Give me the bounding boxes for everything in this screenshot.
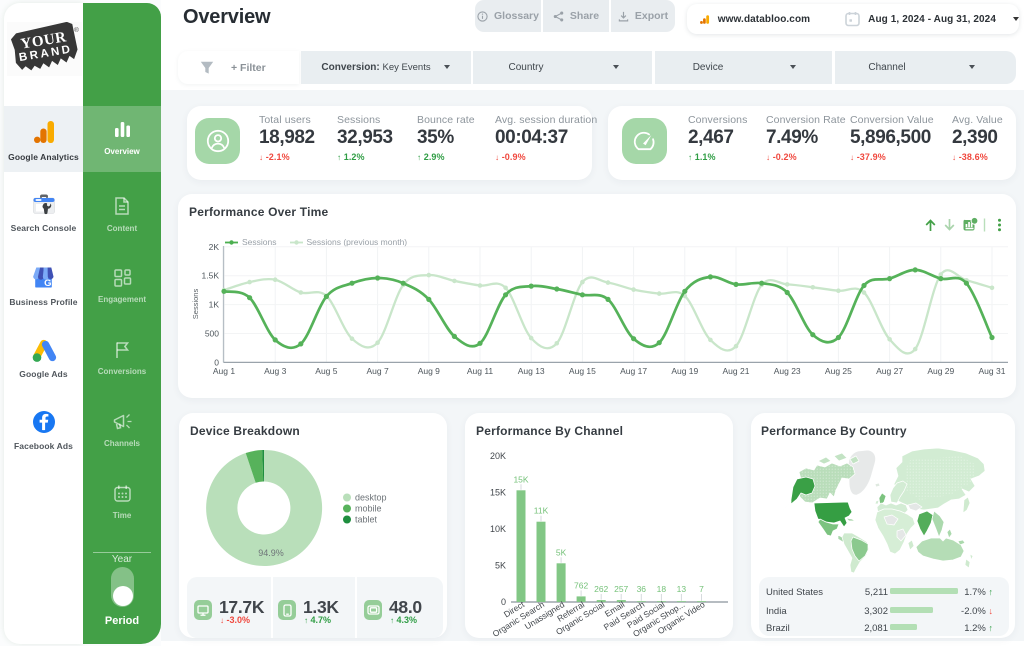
svg-text:20K: 20K [490,451,506,461]
svg-text:Aug 31: Aug 31 [979,366,1006,376]
svg-text:Aug 27: Aug 27 [876,366,903,376]
svg-text:5K: 5K [495,561,506,571]
svg-text:YOUR: YOUR [20,29,68,52]
svg-text:®: ® [74,26,79,34]
svg-text:1K: 1K [209,300,220,310]
svg-text:10K: 10K [490,524,506,534]
svg-text:Aug 25: Aug 25 [825,366,852,376]
svg-text:Aug 1: Aug 1 [213,366,235,376]
svg-text:Aug 7: Aug 7 [366,366,388,376]
svg-text:11K: 11K [534,506,549,516]
svg-text:Aug 15: Aug 15 [569,366,596,376]
svg-text:13: 13 [677,584,687,594]
svg-text:7: 7 [699,584,704,594]
svg-text:15K: 15K [513,474,528,484]
svg-text:Aug 29: Aug 29 [927,366,954,376]
svg-text:Aug 5: Aug 5 [315,366,337,376]
svg-text:1.5K: 1.5K [202,271,220,281]
svg-text:15K: 15K [490,488,506,498]
svg-text:0: 0 [501,597,506,607]
svg-text:2K: 2K [209,242,220,252]
svg-text:G: G [44,278,51,289]
svg-text:36: 36 [637,584,647,594]
svg-text:500: 500 [205,329,219,339]
svg-text:0: 0 [214,357,219,367]
svg-text:Aug 21: Aug 21 [723,366,750,376]
svg-text:18: 18 [657,584,667,594]
svg-text:Aug 3: Aug 3 [264,366,286,376]
svg-text:257: 257 [614,584,628,594]
svg-text:mobile: mobile [355,504,382,514]
svg-text:5K: 5K [556,547,567,557]
svg-text:762: 762 [574,580,588,590]
svg-text:Aug 13: Aug 13 [518,366,545,376]
svg-text:Aug 23: Aug 23 [774,366,801,376]
svg-text:Sessions: Sessions [191,289,200,320]
svg-text:262: 262 [594,584,608,594]
svg-text:tablet: tablet [355,515,378,525]
svg-text:Aug 17: Aug 17 [620,366,647,376]
svg-text:Aug 9: Aug 9 [418,366,440,376]
svg-text:Aug 19: Aug 19 [671,366,698,376]
svg-text:desktop: desktop [355,493,387,503]
svg-text:94.9%: 94.9% [258,548,284,558]
svg-text:Aug 11: Aug 11 [467,366,494,376]
